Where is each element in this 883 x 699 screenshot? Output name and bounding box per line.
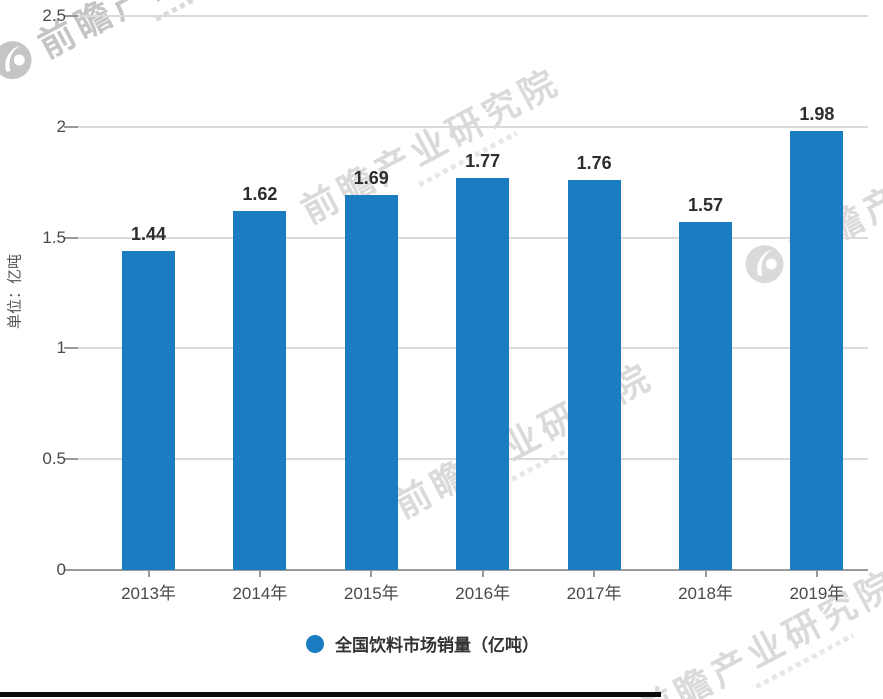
gridline	[64, 569, 868, 571]
y-axis-tick-label: 0.5	[42, 449, 66, 469]
x-axis-tick	[481, 570, 484, 577]
x-axis-label: 2018年	[678, 584, 733, 603]
y-axis-tick	[64, 236, 78, 239]
x-axis-tick	[147, 570, 150, 577]
x-axis-tick	[704, 570, 707, 577]
y-axis-tick-label: 2	[56, 116, 66, 136]
x-axis-tick	[593, 570, 596, 577]
bar-value-label: 1.77	[465, 150, 501, 171]
watermark: 前瞻产业研究院	[291, 53, 569, 234]
legend[interactable]: 全国饮料市场销量（亿吨）	[306, 631, 539, 656]
bar-value-label: 1.69	[353, 168, 389, 189]
x-axis-tick	[258, 570, 261, 577]
y-axis-tick	[64, 458, 78, 461]
bar-2014年[interactable]	[233, 211, 287, 570]
x-axis-label: 2016年	[455, 584, 511, 603]
y-axis-tick	[64, 15, 78, 17]
legend-label: 全国饮料市场销量（亿吨）	[335, 636, 539, 655]
bottom-border-line	[0, 692, 661, 697]
watermark: 前瞻产业研究院	[628, 555, 883, 699]
bar-2017年[interactable]	[567, 179, 621, 570]
qianzhan-logo-icon	[745, 245, 784, 284]
bar-value-label: 1.44	[130, 223, 167, 244]
bar-2019年[interactable]	[790, 131, 844, 570]
watermark-subtext-line	[154, 0, 255, 22]
bar-value-label: 1.76	[576, 152, 612, 173]
bar-value-label: 1.62	[242, 184, 278, 204]
gridline	[78, 15, 868, 17]
bar-2018年[interactable]	[679, 222, 732, 570]
watermark-text: 前瞻产业研究院	[631, 562, 883, 699]
legend-marker-dot	[306, 634, 324, 653]
watermark-text: 前瞻产业研究院	[294, 60, 568, 232]
x-axis-tick	[370, 570, 373, 577]
bar-value-label: 1.57	[687, 195, 724, 216]
x-axis-label: 2015年	[343, 584, 399, 603]
bar-2013年[interactable]	[122, 250, 175, 570]
y-axis-title: 单位：亿吨	[6, 254, 24, 330]
watermark-subtext-line	[754, 633, 855, 690]
y-axis-tick-label: 1.5	[42, 227, 66, 247]
y-axis-tick-label: 0	[56, 560, 66, 579]
y-axis-tick	[64, 347, 78, 350]
x-axis-label: 2017年	[566, 584, 622, 603]
x-axis-label: 2013年	[121, 584, 176, 603]
x-axis-tick	[815, 570, 818, 577]
x-axis-label: 2014年	[232, 584, 288, 603]
gridline	[78, 125, 868, 128]
bar-2016年[interactable]	[456, 177, 510, 570]
y-axis-tick-label: 2.5	[42, 6, 66, 25]
x-axis-label: 2019年	[789, 584, 845, 603]
watermark-text: 前瞻产业研究院	[28, 0, 306, 69]
y-axis-tick-label: 1	[56, 338, 66, 358]
bar-2015年[interactable]	[344, 195, 398, 570]
bar-value-label: 1.98	[799, 104, 835, 125]
qianzhan-logo-icon	[0, 41, 32, 80]
y-axis-tick	[64, 125, 78, 128]
